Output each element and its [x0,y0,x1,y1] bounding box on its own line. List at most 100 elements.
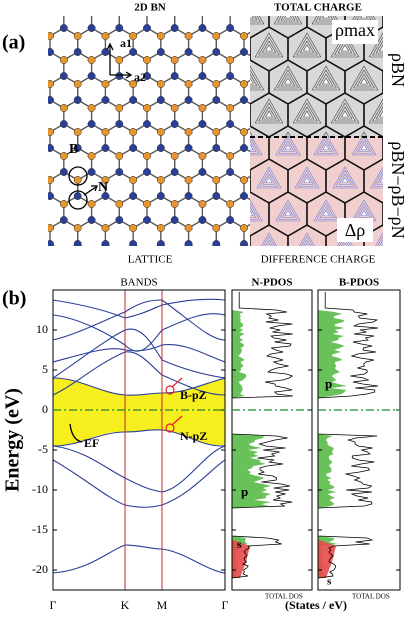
label: s [237,537,242,551]
atom [101,96,110,104]
atom [33,8,40,15]
atom [33,24,40,31]
contour [349,65,379,91]
atom [33,56,40,63]
atom [87,24,96,32]
atom [129,176,137,184]
contour [259,170,279,187]
contour [301,236,313,246]
total-dos [231,292,294,588]
atom [60,200,68,208]
cell [193,126,231,170]
contour [228,177,235,183]
contour [265,110,273,118]
contour [393,6,409,22]
y-tick-label: -15 [32,522,48,536]
atom [60,8,67,15]
atom [102,288,109,295]
atom [129,144,137,152]
atom [19,128,26,135]
atom [184,96,193,104]
title: N-PDOS [252,277,293,289]
atom [101,224,110,232]
bond [49,219,79,246]
bond [187,123,217,157]
atom [73,192,82,200]
label: B [69,142,78,157]
contour [250,199,263,222]
s-dos [318,539,336,578]
atom [268,288,275,295]
atom [227,248,234,255]
atom [185,0,192,7]
atom [101,48,110,56]
atom [254,296,261,303]
bond [49,171,79,205]
bond [63,99,93,133]
atom [5,216,12,223]
atom [33,24,40,31]
atom [170,168,179,176]
bond [78,0,106,12]
axis-label: (States / eV) [285,598,347,612]
cell [212,0,250,5]
atom [116,296,123,303]
contour [228,178,234,183]
atom [19,272,26,279]
contour [311,65,341,91]
atom [33,200,40,207]
label-box [332,20,378,44]
atom [60,264,67,271]
bond [161,268,189,300]
label: p [241,484,248,499]
contour [322,210,330,217]
atom [33,8,40,15]
atom [240,80,248,88]
atom [184,128,193,136]
atom [185,0,192,7]
contour [297,170,317,187]
atom [19,80,26,87]
bond [174,195,204,229]
contour [267,243,271,246]
contour [318,73,334,87]
bond [48,130,51,150]
atom [115,168,124,176]
contour [250,144,254,151]
atom [19,128,26,135]
bond [201,16,231,37]
bond [22,0,50,12]
atom [157,80,165,88]
contour [250,16,254,19]
atom [198,200,207,208]
atom [33,168,40,175]
cell [402,93,409,137]
cell [193,0,231,38]
contour [280,16,296,21]
atom [199,248,206,255]
bond [90,147,120,181]
contour [254,98,284,124]
contour [368,32,383,58]
plot-frame [231,289,313,591]
contour [263,236,275,246]
contour [281,140,295,152]
contour [228,46,234,51]
atom [5,264,12,271]
contour [250,140,257,152]
bond [201,99,231,133]
contour [206,207,218,218]
bond [50,0,78,12]
contour [338,173,352,185]
atom [240,176,248,184]
contour [228,45,235,51]
atom [33,216,40,223]
atom [46,272,53,279]
atom [87,72,96,80]
atom [88,8,95,15]
bands [53,298,225,574]
atom [101,176,110,184]
contour [357,206,371,218]
contour [277,16,299,23]
bond [174,147,204,181]
